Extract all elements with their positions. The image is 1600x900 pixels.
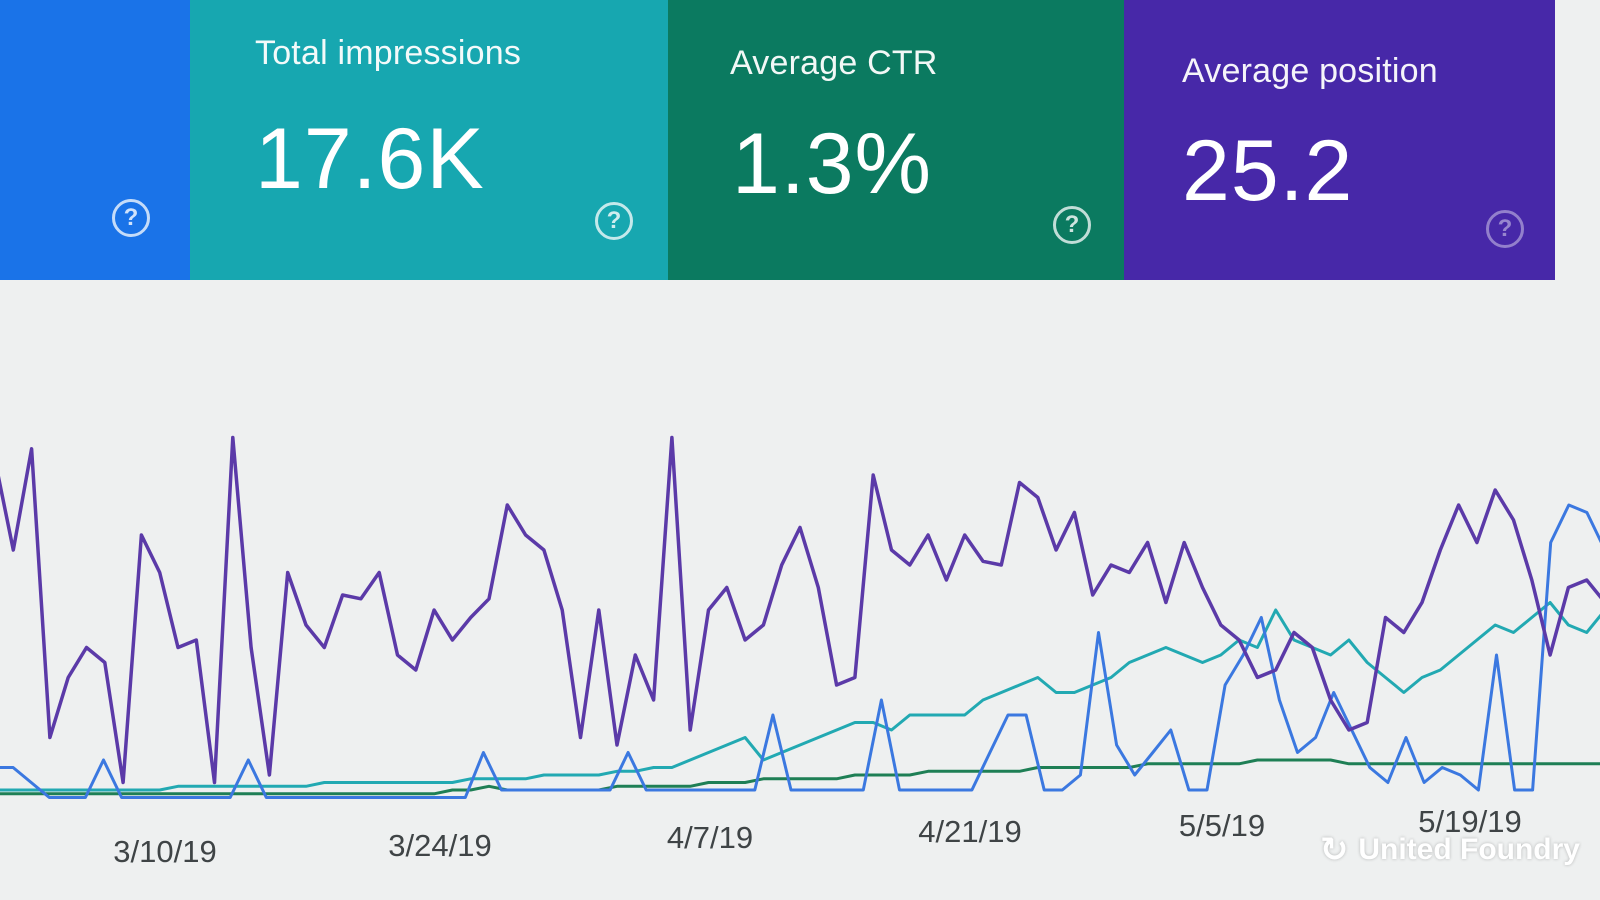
card-label: Average position [1182,52,1438,90]
help-circle-icon[interactable]: ? [1053,206,1091,244]
brand-watermark: ↻ United Foundry [1320,830,1580,870]
x-tick-label: 5/19/19 [1418,804,1521,839]
total-clicks-card[interactable]: ? [0,0,190,280]
card-label: Average CTR [730,44,938,82]
clicks-series-line [0,503,1600,799]
x-tick-label: 3/24/19 [388,828,491,863]
card-label: Total impressions [255,34,522,72]
card-value: 1.3% [732,116,933,212]
summary-cards: ? Total impressions 17.6K ? Average CTR … [0,0,1555,280]
average-position-card[interactable]: Average position 25.2 ? [1124,0,1555,280]
performance-line-chart: 3/10/19 3/24/19 4/7/19 4/21/19 5/5/19 5/19/19 [0,435,1600,869]
average-ctr-card[interactable]: Average CTR 1.3% ? [668,0,1124,280]
ctr-series-line [0,601,1600,792]
x-tick-label: 5/5/19 [1179,808,1265,843]
card-value: 25.2 [1182,123,1354,219]
x-axis-ticks: 3/10/19 3/24/19 4/7/19 4/21/19 5/5/19 5/19/19 [113,804,1521,869]
series-layer [0,435,1600,799]
x-tick-label: 4/21/19 [918,814,1021,849]
help-circle-icon[interactable]: ? [595,202,633,240]
total-impressions-card[interactable]: Total impressions 17.6K ? [190,0,668,280]
x-tick-label: 4/7/19 [667,820,753,855]
impressions-series-line [0,435,1600,785]
help-circle-icon[interactable]: ? [112,199,150,237]
brand-name: United Foundry [1358,833,1580,866]
united-foundry-logo-icon: ↻ [1319,831,1349,869]
card-value: 17.6K [255,111,485,207]
help-circle-icon[interactable]: ? [1486,210,1524,248]
x-tick-label: 3/10/19 [113,834,216,869]
